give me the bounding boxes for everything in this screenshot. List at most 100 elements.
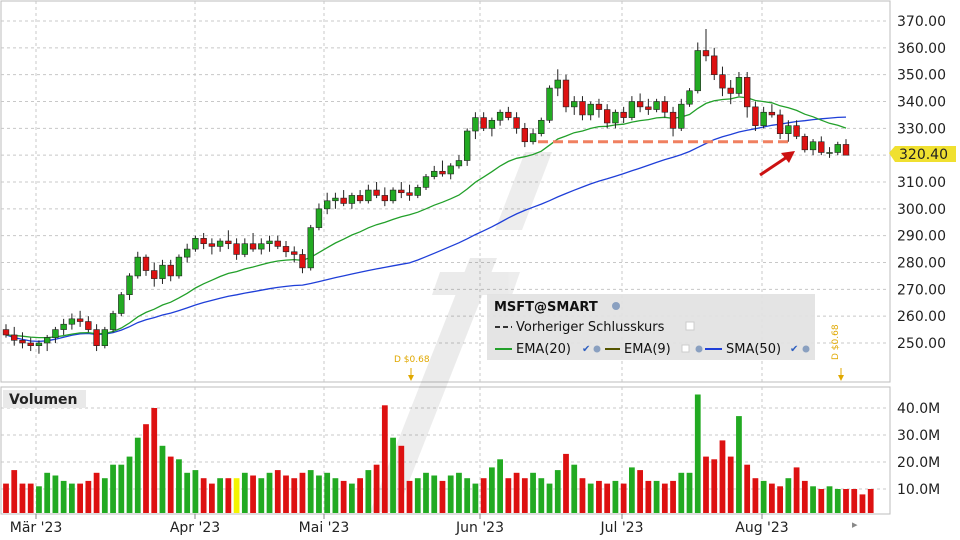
volume-bar — [118, 464, 125, 513]
checkbox-icon[interactable] — [681, 344, 690, 353]
volume-bar — [867, 489, 874, 513]
candle — [760, 106, 767, 129]
volume-bar — [93, 472, 100, 513]
checkmark-icon[interactable]: ✔ — [790, 344, 798, 355]
ema20-line — [5, 96, 847, 339]
candle — [266, 235, 273, 252]
globe-icon[interactable] — [695, 345, 703, 353]
candle — [686, 88, 693, 107]
candle — [513, 112, 520, 134]
volume-bar — [629, 467, 635, 513]
sma50-line — [5, 116, 847, 343]
volume-bar — [752, 478, 759, 513]
volume-bar — [299, 472, 306, 513]
time-tick-label: Jun '23 — [455, 520, 504, 536]
volume-bar — [266, 472, 273, 513]
volume-bar — [530, 472, 536, 513]
candle — [496, 109, 504, 126]
globe-icon[interactable] — [612, 302, 620, 310]
volume-bar — [192, 470, 199, 513]
candle — [669, 106, 677, 137]
globe-icon[interactable] — [593, 345, 601, 353]
volume-bar — [653, 480, 660, 513]
candle — [68, 313, 76, 330]
volume-bar — [851, 489, 858, 513]
price-tick-label: 340.00 — [897, 95, 946, 111]
candle — [406, 184, 413, 201]
checkbox-icon[interactable] — [685, 321, 695, 331]
volume-tick-label: 30.0M — [897, 428, 940, 444]
volume-bar — [703, 456, 709, 513]
candle — [225, 230, 232, 250]
volume-bar — [423, 472, 429, 513]
candle — [19, 332, 26, 349]
candle — [35, 340, 43, 354]
volume-bar — [604, 483, 611, 513]
volume-bar — [563, 453, 569, 513]
dividend-label: D $0.68 — [394, 355, 430, 365]
candle — [645, 98, 652, 115]
candle — [463, 128, 471, 166]
candle — [43, 334, 51, 352]
checkmark-icon[interactable]: ✔ — [582, 344, 590, 355]
volume-axis: 40.0M 30.0M 20.0M 10.0M — [897, 401, 940, 498]
volume-bar — [834, 489, 841, 513]
time-tick-label: Mär '23 — [10, 520, 63, 536]
volume-bar — [637, 470, 643, 513]
volume-bar — [200, 478, 207, 513]
volume-bar — [209, 483, 215, 513]
legend-ema20: EMA(20) — [516, 342, 571, 357]
candle — [529, 128, 537, 145]
candle — [612, 109, 619, 129]
volume-bar — [151, 408, 158, 513]
volume-bar — [274, 470, 281, 513]
volume-bar — [250, 475, 256, 513]
volume-bar — [373, 464, 380, 513]
candle — [826, 147, 833, 158]
volume-bar — [19, 483, 26, 513]
candle — [472, 112, 479, 140]
candle — [521, 122, 529, 148]
volume-bar — [406, 480, 413, 513]
volume-bar — [472, 483, 479, 513]
candle — [768, 104, 776, 118]
price-tick-label: 280.00 — [897, 256, 946, 272]
candle — [27, 337, 34, 352]
volume-bar — [60, 480, 67, 513]
candle — [455, 155, 463, 169]
candle — [752, 101, 759, 132]
candle — [389, 187, 397, 204]
dividend-marker: D $0.68 — [394, 355, 430, 381]
volume-bar — [258, 478, 265, 513]
volume-bar — [431, 475, 438, 513]
volume-panel-label: Volumen — [9, 392, 78, 408]
candle — [299, 249, 306, 274]
volume-bar — [480, 478, 487, 513]
candle — [488, 117, 496, 137]
volume-bar — [3, 483, 9, 513]
volume-bar — [456, 472, 462, 513]
volume-bar — [398, 445, 405, 513]
candle — [422, 173, 430, 191]
candle — [126, 273, 133, 301]
candle — [678, 98, 685, 132]
legend-sma50: SMA(50) — [726, 342, 781, 357]
candle — [447, 163, 454, 180]
last-price-label: 320.40 — [899, 147, 948, 163]
price-panel — [0, 0, 891, 383]
volume-bar — [793, 467, 800, 513]
candle — [562, 74, 570, 113]
volume-bar — [291, 478, 298, 513]
price-tick-label: 330.00 — [897, 121, 946, 137]
volume-bar — [307, 470, 314, 513]
volume-bar — [810, 486, 816, 513]
globe-icon[interactable] — [802, 345, 810, 353]
candle — [414, 184, 421, 199]
price-tick-label: 260.00 — [897, 309, 946, 325]
volume-bar — [167, 456, 174, 513]
scroll-right-icon[interactable]: ▸ — [852, 518, 858, 531]
legend-title: MSFT@SMART — [494, 300, 598, 315]
time-tick-label: Apr '23 — [170, 520, 220, 536]
volume-bar — [736, 416, 742, 513]
